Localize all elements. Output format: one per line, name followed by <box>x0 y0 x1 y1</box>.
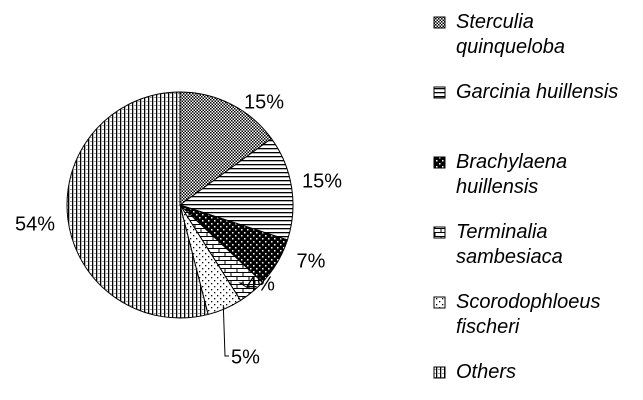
legend-swatch <box>433 86 446 99</box>
pie-slice <box>66 91 209 319</box>
data-label: 4% <box>246 273 275 295</box>
legend-label: Garcinia huillensis <box>456 81 619 103</box>
legend-label: Others <box>456 361 517 383</box>
legend-label: Sterculia quinqueloba <box>456 11 565 58</box>
legend-swatch <box>433 226 446 239</box>
legend-swatch <box>433 296 446 309</box>
legend-swatch <box>433 366 446 379</box>
leader-line <box>222 305 229 357</box>
data-label: 15% <box>302 170 342 192</box>
pie-slice <box>179 91 273 206</box>
legend-label: Brachylaena huillensis <box>456 151 568 198</box>
legend-swatch <box>433 16 446 29</box>
legend-label: Scorodophloeus fischeri <box>456 291 601 338</box>
data-label: 5% <box>231 346 260 368</box>
pie-slice <box>178 137 294 241</box>
leader-line <box>238 282 250 290</box>
legend-label: Terminalia sambesiaca <box>456 221 563 268</box>
data-label: 54% <box>15 213 55 235</box>
data-label: 15% <box>244 91 284 113</box>
data-label: 7% <box>297 250 326 272</box>
legend-swatch <box>433 156 446 169</box>
